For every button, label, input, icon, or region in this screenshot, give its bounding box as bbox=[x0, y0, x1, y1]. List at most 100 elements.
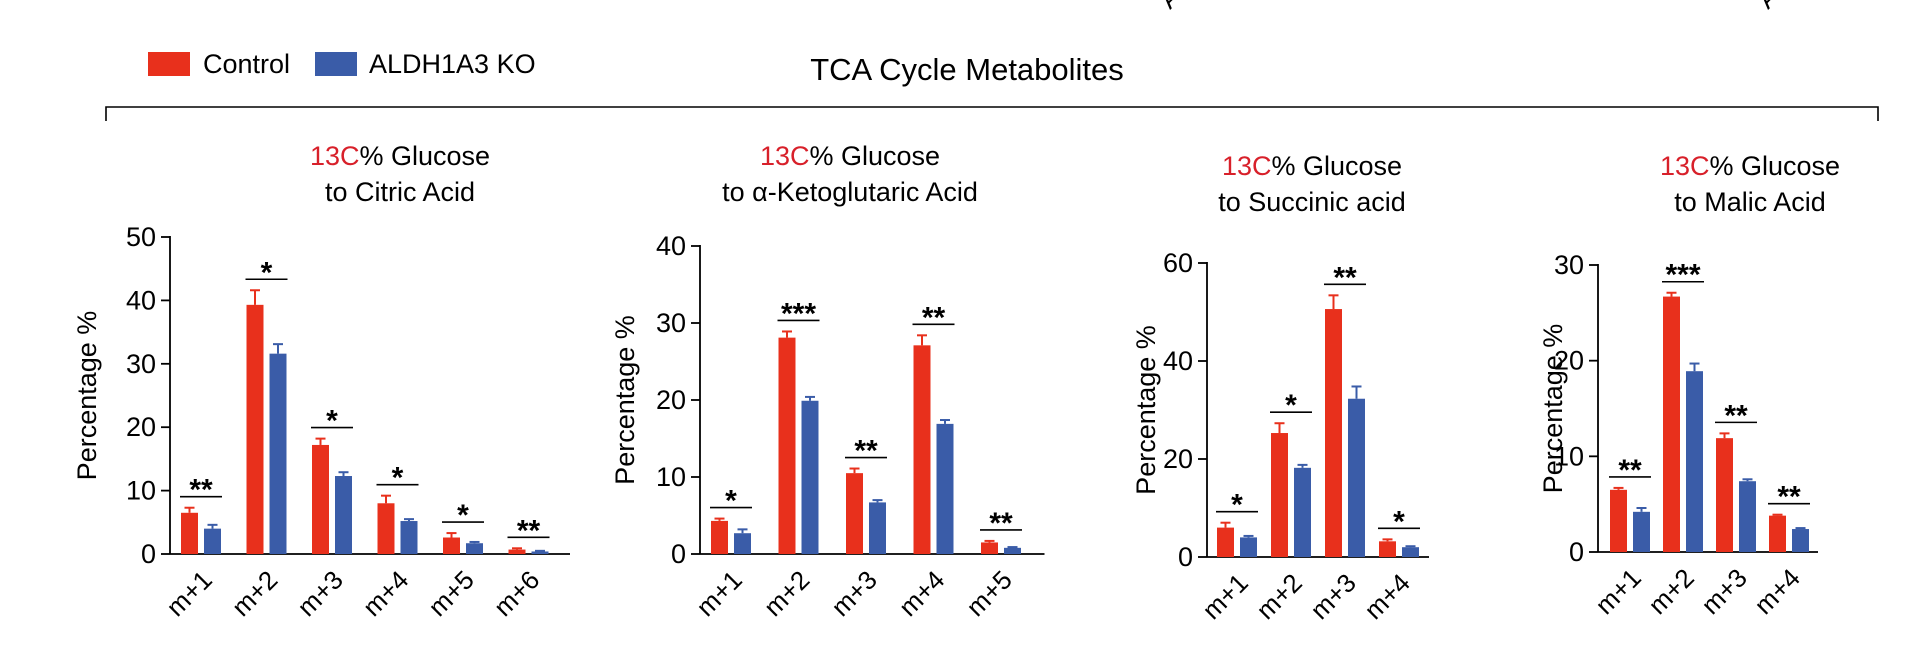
y-tick-label: 0 bbox=[1178, 542, 1193, 572]
bar-control bbox=[1271, 433, 1288, 557]
bar-ko bbox=[1633, 511, 1650, 552]
chart-title-line2: to Malic Acid bbox=[1674, 187, 1826, 217]
isotope-label: 13C bbox=[1660, 151, 1710, 181]
chart-title-line1: 13C% Glucose bbox=[760, 141, 940, 171]
bar-control bbox=[981, 542, 998, 554]
y-axis-label: Percentage % bbox=[72, 311, 102, 481]
significance-stars: ** bbox=[854, 435, 878, 468]
y-tick-label: 40 bbox=[1163, 346, 1193, 376]
significance-stars: * bbox=[392, 462, 404, 495]
x-tick-label: m+3 bbox=[1695, 563, 1752, 620]
significance-stars: * bbox=[1285, 389, 1297, 422]
bar-control bbox=[913, 345, 931, 554]
bar-control bbox=[846, 473, 863, 554]
top-fragment-label: A bbox=[1153, 0, 1187, 14]
bar-control bbox=[1379, 541, 1396, 557]
x-tick-label: m+1 bbox=[690, 565, 747, 622]
bar-control bbox=[1663, 296, 1680, 552]
x-tick-label: m+6 bbox=[488, 565, 545, 622]
x-tick-label: m+2 bbox=[226, 565, 283, 622]
significance-stars: * bbox=[326, 405, 338, 438]
x-tick-label: m+4 bbox=[1748, 563, 1805, 620]
y-axis-label: Percentage % bbox=[1131, 325, 1161, 495]
y-tick-label: 0 bbox=[1569, 537, 1584, 567]
significance-stars: ** bbox=[1724, 399, 1748, 432]
bar-control bbox=[1716, 438, 1733, 552]
figure-title: TCA Cycle Metabolites bbox=[810, 52, 1124, 87]
chart-panel: 13C% Glucose to Succinic acid Percentage %… bbox=[1131, 151, 1429, 625]
y-tick-label: 0 bbox=[141, 539, 156, 569]
figure-header: A A Control ALDH1A3 KO TCA Cycle Metabol… bbox=[105, 0, 1879, 121]
y-tick-label: 10 bbox=[656, 462, 686, 492]
significance-stars: * bbox=[1393, 505, 1405, 538]
bar-ko bbox=[1348, 398, 1365, 557]
bar-control bbox=[1769, 515, 1786, 552]
x-tick-label: m+3 bbox=[1304, 568, 1361, 625]
chart-title-line1: 13C% Glucose bbox=[1660, 151, 1840, 181]
isotope-label: 13C bbox=[310, 141, 360, 171]
bar-ko bbox=[531, 551, 549, 554]
bar-ko bbox=[869, 502, 886, 554]
bar-ko bbox=[1686, 371, 1703, 552]
x-tick-label: m+2 bbox=[1642, 563, 1699, 620]
x-tick-label: m+4 bbox=[893, 565, 950, 622]
chart-title-line1: 13C% Glucose bbox=[1222, 151, 1402, 181]
x-tick-label: m+1 bbox=[1589, 563, 1646, 620]
bar-ko bbox=[466, 543, 483, 554]
y-tick-label: 20 bbox=[656, 385, 686, 415]
title-suffix: % Glucose bbox=[809, 141, 940, 171]
chart-title-line2: to α-Ketoglutaric Acid bbox=[722, 177, 978, 207]
y-tick-label: 20 bbox=[1554, 346, 1584, 376]
legend-swatch-control bbox=[148, 52, 190, 76]
significance-stars: ** bbox=[1777, 481, 1801, 514]
bar-control bbox=[377, 503, 395, 554]
x-tick-label: m+3 bbox=[291, 565, 348, 622]
chart-panel: 13C% Glucose to Citric Acid Percentage % 0 1… bbox=[72, 141, 570, 622]
legend: Control ALDH1A3 KO bbox=[148, 49, 536, 79]
legend-swatch-ko bbox=[315, 52, 357, 76]
y-tick-label: 40 bbox=[656, 231, 686, 261]
isotope-label: 13C bbox=[1222, 151, 1272, 181]
bar-ko bbox=[1294, 467, 1311, 557]
x-tick-label: m+2 bbox=[1250, 568, 1307, 625]
significance-stars: ** bbox=[922, 301, 946, 334]
bar-control bbox=[711, 520, 728, 554]
bar-ko bbox=[204, 528, 221, 554]
chart-title-line2: to Citric Acid bbox=[325, 177, 475, 207]
y-tick-label: 30 bbox=[126, 349, 156, 379]
significance-stars: *** bbox=[781, 297, 816, 330]
significance-stars: * bbox=[725, 485, 737, 518]
significance-stars: * bbox=[457, 499, 469, 532]
title-bracket bbox=[105, 106, 1879, 121]
y-tick-label: 20 bbox=[126, 412, 156, 442]
y-tick-label: 30 bbox=[1554, 250, 1584, 280]
bar-control bbox=[778, 337, 796, 554]
chart-panel: 13C% Glucose to α-Ketoglutaric Acid Percen… bbox=[610, 141, 1045, 622]
bar-ko bbox=[335, 476, 352, 554]
isotope-label: 13C bbox=[760, 141, 810, 171]
y-tick-label: 0 bbox=[671, 539, 686, 569]
bar-ko bbox=[1792, 529, 1809, 552]
bar-ko bbox=[936, 423, 954, 554]
title-suffix: % Glucose bbox=[1271, 151, 1402, 181]
bar-control bbox=[246, 304, 264, 554]
bar-control bbox=[1610, 489, 1627, 552]
legend-label-control: Control bbox=[203, 49, 290, 79]
bar-control bbox=[1325, 309, 1342, 557]
x-tick-label: m+5 bbox=[960, 565, 1017, 622]
significance-stars: * bbox=[1231, 489, 1243, 522]
bar-control bbox=[508, 549, 526, 554]
bar-control bbox=[181, 512, 198, 554]
y-axis-label: Percentage % bbox=[1538, 324, 1568, 494]
x-tick-label: m+1 bbox=[160, 565, 217, 622]
bar-ko bbox=[1739, 481, 1756, 552]
bar-control bbox=[1217, 527, 1234, 557]
y-tick-label: 10 bbox=[126, 476, 156, 506]
y-axis-label: Percentage % bbox=[610, 315, 640, 485]
significance-stars: ** bbox=[1618, 454, 1642, 487]
bar-ko bbox=[1004, 547, 1021, 554]
y-tick-label: 30 bbox=[656, 308, 686, 338]
bar-ko bbox=[801, 400, 819, 554]
bar-control bbox=[312, 444, 329, 554]
